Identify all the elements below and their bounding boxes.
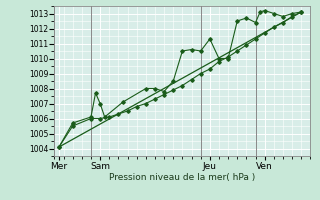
X-axis label: Pression niveau de la mer( hPa ): Pression niveau de la mer( hPa ) (109, 173, 256, 182)
